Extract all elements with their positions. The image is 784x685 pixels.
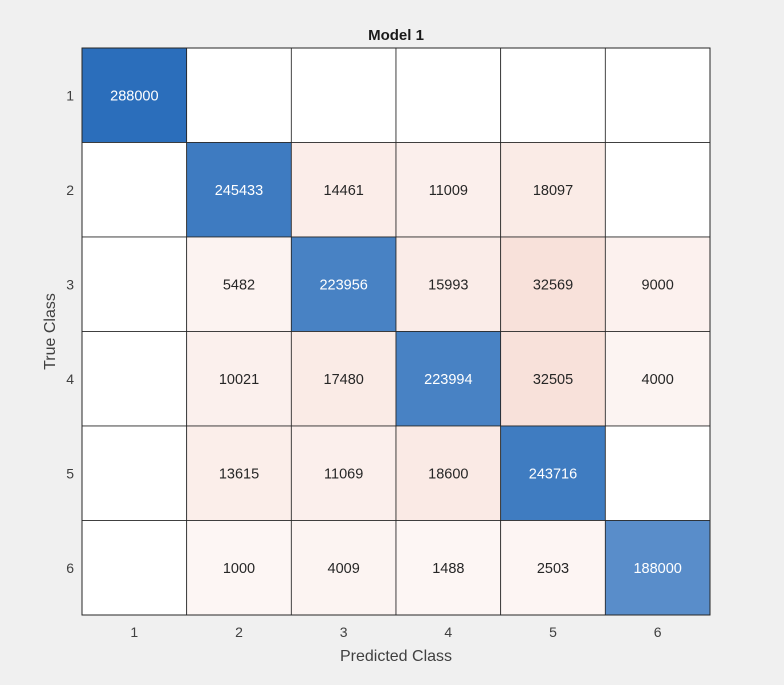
plot-border: [81, 47, 711, 616]
cell-r4-c1: [81, 331, 188, 427]
cell-value-r3-c4: 15993: [428, 277, 468, 293]
cell-r4-c5: [500, 331, 606, 427]
cell-r4-c3: [290, 331, 397, 427]
y-tick-label-1: 1: [66, 87, 74, 103]
cell-value-r6-c5: 2503: [537, 561, 569, 577]
cells-layer: 288000 245433 14461 11009 18097 5482 223956 159…: [81, 47, 711, 616]
cell-value-r6-c3: 4009: [328, 561, 360, 577]
cell-r6-c4: [395, 520, 502, 616]
cell-r5-c2: [186, 425, 292, 521]
cell-r4-c4: [395, 331, 502, 427]
cell-r2-c6: [604, 142, 711, 238]
cell-r3-c2: [186, 236, 292, 332]
cell-r5-c1: [81, 425, 188, 521]
cell-value-r5-c2: 13615: [219, 466, 259, 482]
cell-value-r4-c6: 4000: [642, 372, 674, 388]
cell-r2-c4: [395, 142, 502, 238]
cell-r2-c3: [290, 142, 397, 238]
y-axis-label: True Class: [42, 293, 59, 370]
cell-r1-c2: [186, 47, 292, 143]
chart-title: Model 1: [368, 27, 424, 44]
cell-r1-c4: [395, 47, 502, 143]
x-axis-label: Predicted Class: [340, 648, 452, 665]
y-tick-label-5: 5: [66, 465, 74, 481]
cell-value-r4-c4: 223994: [424, 372, 472, 388]
ticks-layer: 1 2 3 4 5 6 1 2 3 4 5 6: [66, 87, 662, 640]
cell-r6-c2: [186, 520, 292, 616]
cell-value-r1-c1: 288000: [110, 88, 158, 104]
x-tick-label-2: 2: [235, 624, 243, 640]
cell-r5-c3: [290, 425, 397, 521]
cell-value-r4-c2: 10021: [219, 372, 259, 388]
x-tick-label-5: 5: [549, 624, 557, 640]
cell-value-r2-c3: 14461: [324, 183, 364, 199]
cell-r6-c5: [500, 520, 606, 616]
cell-value-r6-c4: 1488: [432, 561, 464, 577]
cell-r5-c5: [500, 425, 606, 521]
cell-r3-c6: [604, 236, 711, 332]
cell-r3-c4: [395, 236, 502, 332]
cell-value-r6-c6: 188000: [633, 561, 681, 577]
cell-value-r2-c2: 245433: [215, 183, 263, 199]
cell-r5-c6: [604, 425, 711, 521]
cell-value-r5-c4: 18600: [428, 466, 468, 482]
cell-r1-c5: [500, 47, 606, 143]
cell-value-r3-c5: 32569: [533, 277, 573, 293]
cell-value-r4-c5: 32505: [533, 372, 573, 388]
cell-value-r6-c2: 1000: [223, 561, 255, 577]
y-tick-label-4: 4: [66, 371, 74, 387]
x-tick-label-1: 1: [130, 624, 138, 640]
cell-r3-c1: [81, 236, 188, 332]
cell-r2-c2: [186, 142, 292, 238]
cell-r1-c3: [290, 47, 397, 143]
x-tick-label-6: 6: [654, 624, 662, 640]
cell-value-r2-c4: 11009: [429, 183, 468, 199]
cell-value-r3-c3: 223956: [319, 277, 367, 293]
cell-r6-c3: [290, 520, 397, 616]
x-tick-label-3: 3: [340, 624, 348, 640]
cell-value-r2-c5: 18097: [533, 183, 573, 199]
y-tick-label-3: 3: [66, 276, 74, 292]
cell-r4-c6: [604, 331, 711, 427]
cell-value-r4-c3: 17480: [324, 372, 364, 388]
cell-value-r5-c3: 11069: [324, 466, 363, 482]
cell-r6-c1: [81, 520, 188, 616]
x-tick-label-4: 4: [444, 624, 452, 640]
y-tick-label-2: 2: [66, 182, 74, 198]
cell-r1-c6: [604, 47, 711, 143]
cell-value-r3-c6: 9000: [642, 277, 674, 293]
cell-value-r3-c2: 5482: [223, 277, 255, 293]
cell-r2-c5: [500, 142, 606, 238]
cell-r5-c4: [395, 425, 502, 521]
cell-r2-c1: [81, 142, 188, 238]
cell-r1-c1: [81, 47, 188, 143]
y-tick-label-6: 6: [66, 560, 74, 576]
cell-value-r5-c5: 243716: [529, 466, 577, 482]
